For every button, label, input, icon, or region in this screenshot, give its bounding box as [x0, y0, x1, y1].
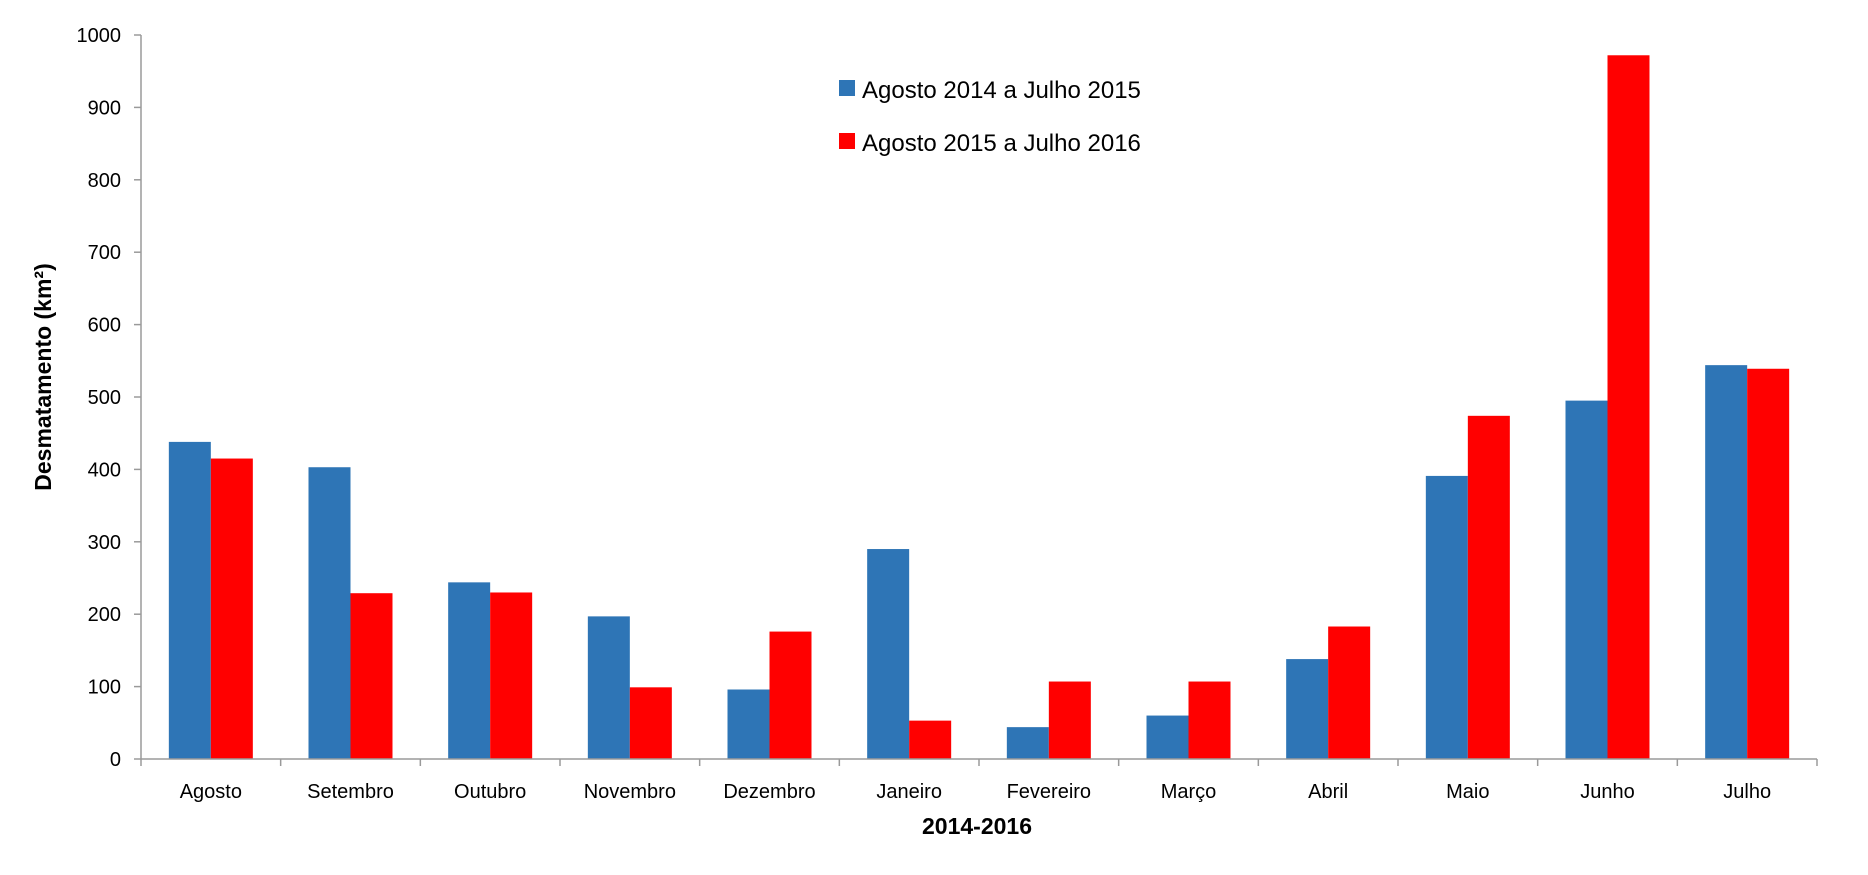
- x-tick-label: Dezembro: [723, 781, 815, 803]
- x-tick-label: Fevereiro: [1007, 781, 1091, 803]
- x-tick-label: Julho: [1723, 781, 1771, 803]
- x-axis-title: 2014-2016: [922, 813, 1032, 839]
- bar-series-1: [1286, 659, 1329, 759]
- bar-series-1: [1146, 715, 1189, 759]
- y-tick-label: 200: [88, 604, 121, 626]
- x-tick-label: Janeiro: [876, 781, 942, 803]
- y-tick-label: 700: [88, 242, 121, 264]
- bar-series-2: [629, 687, 672, 759]
- bar-series-2: [769, 631, 812, 759]
- y-tick-label: 500: [88, 387, 121, 409]
- bar-series-2: [210, 458, 253, 759]
- bar-series-2: [350, 593, 393, 759]
- bar-series-2: [1328, 626, 1371, 759]
- legend-swatch: [839, 80, 855, 96]
- bars-group: [168, 55, 1790, 760]
- y-tick-label: 1000: [77, 25, 122, 47]
- bar-series-2: [1467, 415, 1510, 759]
- x-tick-label: Outubro: [454, 781, 526, 803]
- x-tick-label: Março: [1161, 781, 1217, 803]
- legend-label: Agosto 2015 a Julho 2016: [862, 130, 1141, 157]
- x-tick-label: Setembro: [307, 781, 394, 803]
- bar-series-1: [1565, 400, 1608, 759]
- bar-series-2: [1747, 368, 1790, 759]
- bar-series-1: [168, 441, 211, 759]
- x-tick-label: Abril: [1308, 781, 1348, 803]
- legend-label: Agosto 2014 a Julho 2015: [862, 77, 1141, 104]
- y-tick-label: 800: [88, 170, 121, 192]
- bar-series-1: [308, 467, 351, 759]
- y-tick-label: 300: [88, 532, 121, 554]
- bar-series-1: [867, 549, 910, 759]
- y-tick-label: 400: [88, 459, 121, 481]
- bar-series-1: [1425, 475, 1468, 759]
- bar-series-1: [587, 616, 630, 759]
- bar-series-2: [909, 720, 952, 759]
- x-tick-label: Agosto: [180, 781, 242, 803]
- x-axis-ticks: Agosto Setembro Outubro Novembro Dezembro Jan…: [140, 759, 1818, 803]
- x-tick-label: Maio: [1446, 781, 1489, 803]
- x-tick-label: Junho: [1580, 781, 1635, 803]
- bar-series-1: [1006, 727, 1049, 759]
- y-axis-title: Desmatamento (km²): [30, 263, 56, 491]
- bar-series-1: [727, 689, 770, 759]
- x-tick-label: Novembro: [584, 781, 676, 803]
- bar-series-2: [490, 592, 533, 759]
- bar-series-1: [448, 582, 491, 759]
- y-tick-label: 0: [110, 749, 121, 771]
- bar-series-2: [1048, 681, 1091, 759]
- legend-swatch: [839, 133, 855, 149]
- y-tick-label: 100: [88, 677, 121, 699]
- y-axis-ticks: 0 100 200 300 400 500 600 700 800 900 1000: [77, 25, 141, 771]
- bar-series-2: [1188, 681, 1231, 759]
- bar-series-2: [1607, 55, 1650, 760]
- legend: Agosto 2014 a Julho 2015 Agosto 2015 a Ju…: [839, 77, 1141, 157]
- bar-series-1: [1705, 365, 1748, 759]
- y-tick-label: 600: [88, 315, 121, 337]
- y-tick-label: 900: [88, 97, 121, 119]
